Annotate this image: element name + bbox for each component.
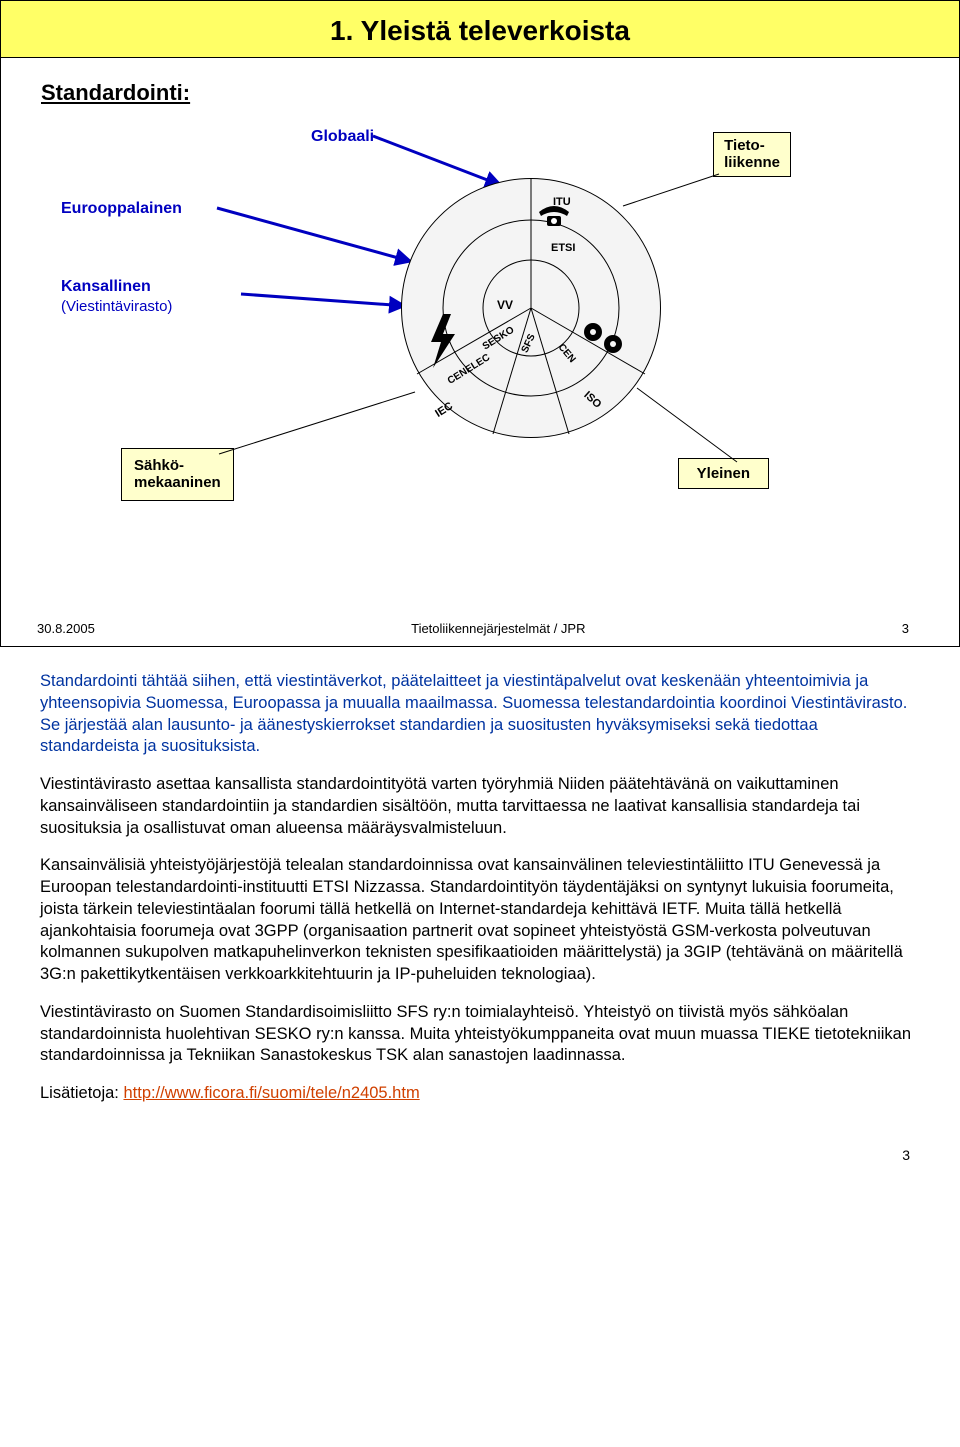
pie-lbl-vv: VV <box>497 298 513 312</box>
more-info-link[interactable]: http://www.ficora.fi/suomi/tele/n2405.ht… <box>123 1084 419 1102</box>
slide-title: 1. Yleistä televerkoista <box>1 15 959 47</box>
link-label: Lisätietoja: <box>40 1084 123 1102</box>
footer-right: 3 <box>902 621 909 636</box>
callout-electro-l1: Sähkö- <box>134 457 184 474</box>
slide-footer: 30.8.2005 Tietoliikennejärjestelmät / JP… <box>1 621 959 646</box>
callout-telecom: Tieto- liikenne <box>713 132 791 177</box>
callout-telecom-l2: liikenne <box>724 154 780 171</box>
arrow-euro <box>217 208 417 268</box>
para-4: Viestintävirasto on Suomen Standardisoim… <box>40 1002 920 1067</box>
title-band: 1. Yleistä televerkoista <box>1 1 959 58</box>
label-national-1: Kansallinen <box>61 278 151 296</box>
para-3: Kansainvälisiä yhteistyöjärjestöjä telea… <box>40 855 920 986</box>
label-global: Globaali <box>311 128 374 146</box>
page-number: 3 <box>0 1121 960 1177</box>
subheading: Standardointi: <box>41 80 929 106</box>
pie-lines <box>401 178 661 438</box>
callout-telecom-l1: Tieto- <box>724 137 765 154</box>
slide-content: Standardointi: Globaali Eurooppalainen K… <box>1 58 959 621</box>
arrow-national <box>241 288 411 318</box>
callout-electro: Sähkö- mekaaninen <box>121 448 234 501</box>
sector-pie: ITU ETSI VV SESKO SFS CEN CENELEC IEC IS… <box>401 178 661 438</box>
label-national-2: (Viestintävirasto) <box>61 298 172 315</box>
para-1: Standardointi tähtää siihen, että viesti… <box>40 671 920 758</box>
body-text: Standardointi tähtää siihen, että viesti… <box>0 647 960 1105</box>
pie-lbl-itu: ITU <box>553 196 571 208</box>
footer-center: Tietoliikennejärjestelmät / JPR <box>411 621 585 636</box>
callout-electro-l2: mekaaninen <box>134 474 221 491</box>
gears-icon <box>579 318 629 367</box>
link-line: Lisätietoja: http://www.ficora.fi/suomi/… <box>40 1083 920 1105</box>
bolt-icon <box>429 314 459 373</box>
footer-date: 30.8.2005 <box>37 621 95 636</box>
slide-container: 1. Yleistä televerkoista Standardointi: … <box>0 0 960 647</box>
pie-lbl-etsi: ETSI <box>551 242 575 254</box>
arrow-electro <box>219 388 419 458</box>
label-european: Eurooppalainen <box>61 200 182 218</box>
para-2: Viestintävirasto asettaa kansallista sta… <box>40 774 920 839</box>
